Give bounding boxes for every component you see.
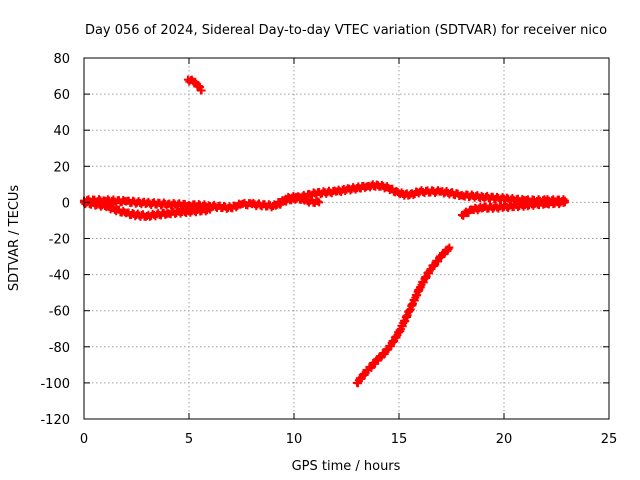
axis-ticks [83,57,610,420]
y-tick-label: 20 [53,160,70,175]
series-band-segment [416,266,434,292]
series-band-segment [406,285,424,315]
y-tick-label: 40 [53,124,70,139]
series-lower-arc [80,197,214,221]
tick-labels: 0 5 10 15 20 25 -120 -100 -80 -60 -40 -20 0 20 40 60 80 [40,52,617,447]
series-band-segment [459,190,486,203]
series-band-segment [438,187,465,201]
y-tick-label: -100 [40,377,70,392]
series-band-segment [353,365,371,388]
y-tick-label: -60 [49,305,70,320]
series-scatter-near-10h [275,191,324,209]
data-point [560,198,569,207]
series-band-segment [102,195,129,207]
x-tick-label: 25 [601,432,618,447]
y-tick-label: -20 [49,233,70,248]
data-point [445,243,454,252]
series-band-segment [522,198,549,211]
series-band-segment [364,355,382,374]
data-point [206,205,214,214]
x-tick-label: 20 [496,432,513,447]
series-band-segment [395,307,413,336]
series-band-segment [165,198,192,211]
series-band-segment [543,197,568,209]
series-recovery-segment [458,197,569,220]
y-tick-label: -120 [40,413,70,428]
y-tick-label: 60 [53,88,70,103]
series-band-segment [276,196,289,209]
data-point [197,86,206,95]
y-tick-label: -80 [49,341,70,356]
y-tick-label: 0 [62,196,70,211]
grid-lines [84,58,609,419]
y-axis-label: SDTVAR / TECUs [7,185,22,292]
series-band-segment [102,201,129,217]
x-axis-label: GPS time / hours [292,459,401,474]
series-band-segment [427,252,445,274]
data-points [80,75,569,388]
y-tick-label: -40 [49,269,70,284]
series-band-segment [195,82,205,95]
series-band-segment [480,201,507,213]
series-band-segment [123,196,150,209]
x-tick-label: 10 [286,432,303,447]
series-short-high-segment [183,75,206,95]
series-steep-rising-segment [353,243,454,388]
x-tick-label: 5 [185,432,193,447]
series-band-segment [165,206,192,219]
series-band-segment [385,328,403,351]
y-tick-label: 80 [53,52,70,67]
series-band-segment [144,208,171,221]
x-tick-label: 0 [80,432,88,447]
plot-frame [83,57,610,420]
x-tick-label: 15 [391,432,408,447]
chart-title: Day 056 of 2024, Sidereal Day-to-day VTE… [85,23,607,38]
data-point [315,198,324,207]
series-band-segment [417,186,444,198]
